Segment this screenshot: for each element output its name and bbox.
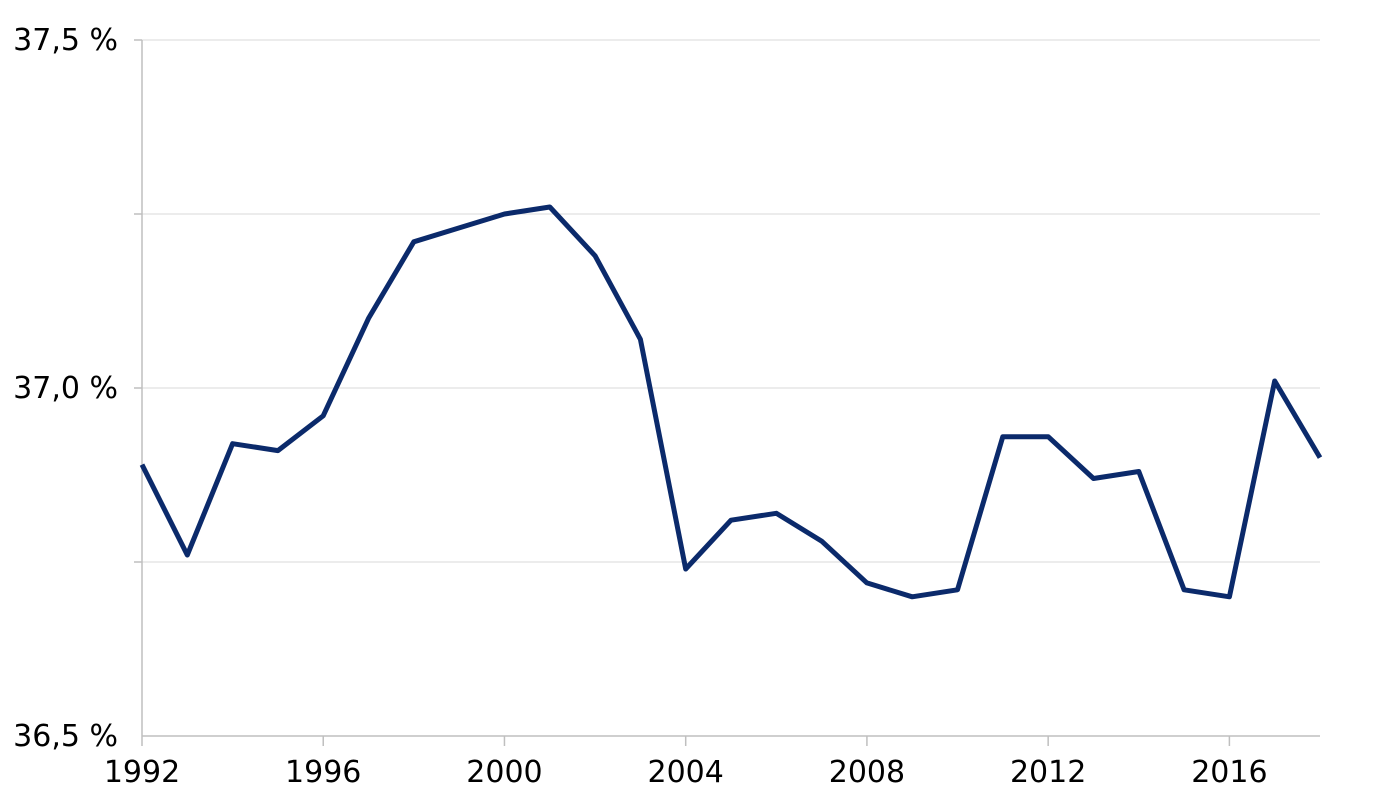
series-layer [139,204,1323,600]
y-tick-label: 37,0 % [13,371,118,406]
x-tick-label: 2000 [466,755,542,790]
y-tick-label: 37,5 % [13,23,118,58]
x-tick-label: 2008 [829,755,905,790]
series-line [139,204,1323,600]
y-tick-labels: 36,5 % 37,0 % 37,5 % [13,23,118,754]
y-tick-label: 36,5 % [13,719,118,754]
x-tick-labels: 1992 1996 2000 2004 2008 2012 2016 [104,755,1268,790]
axes [134,39,1320,746]
x-tick-label: 2004 [648,755,724,790]
x-tick-label: 1996 [285,755,361,790]
x-tick-label: 2016 [1191,755,1267,790]
x-tick-label: 1992 [104,755,180,790]
x-tick-label: 2012 [1010,755,1086,790]
